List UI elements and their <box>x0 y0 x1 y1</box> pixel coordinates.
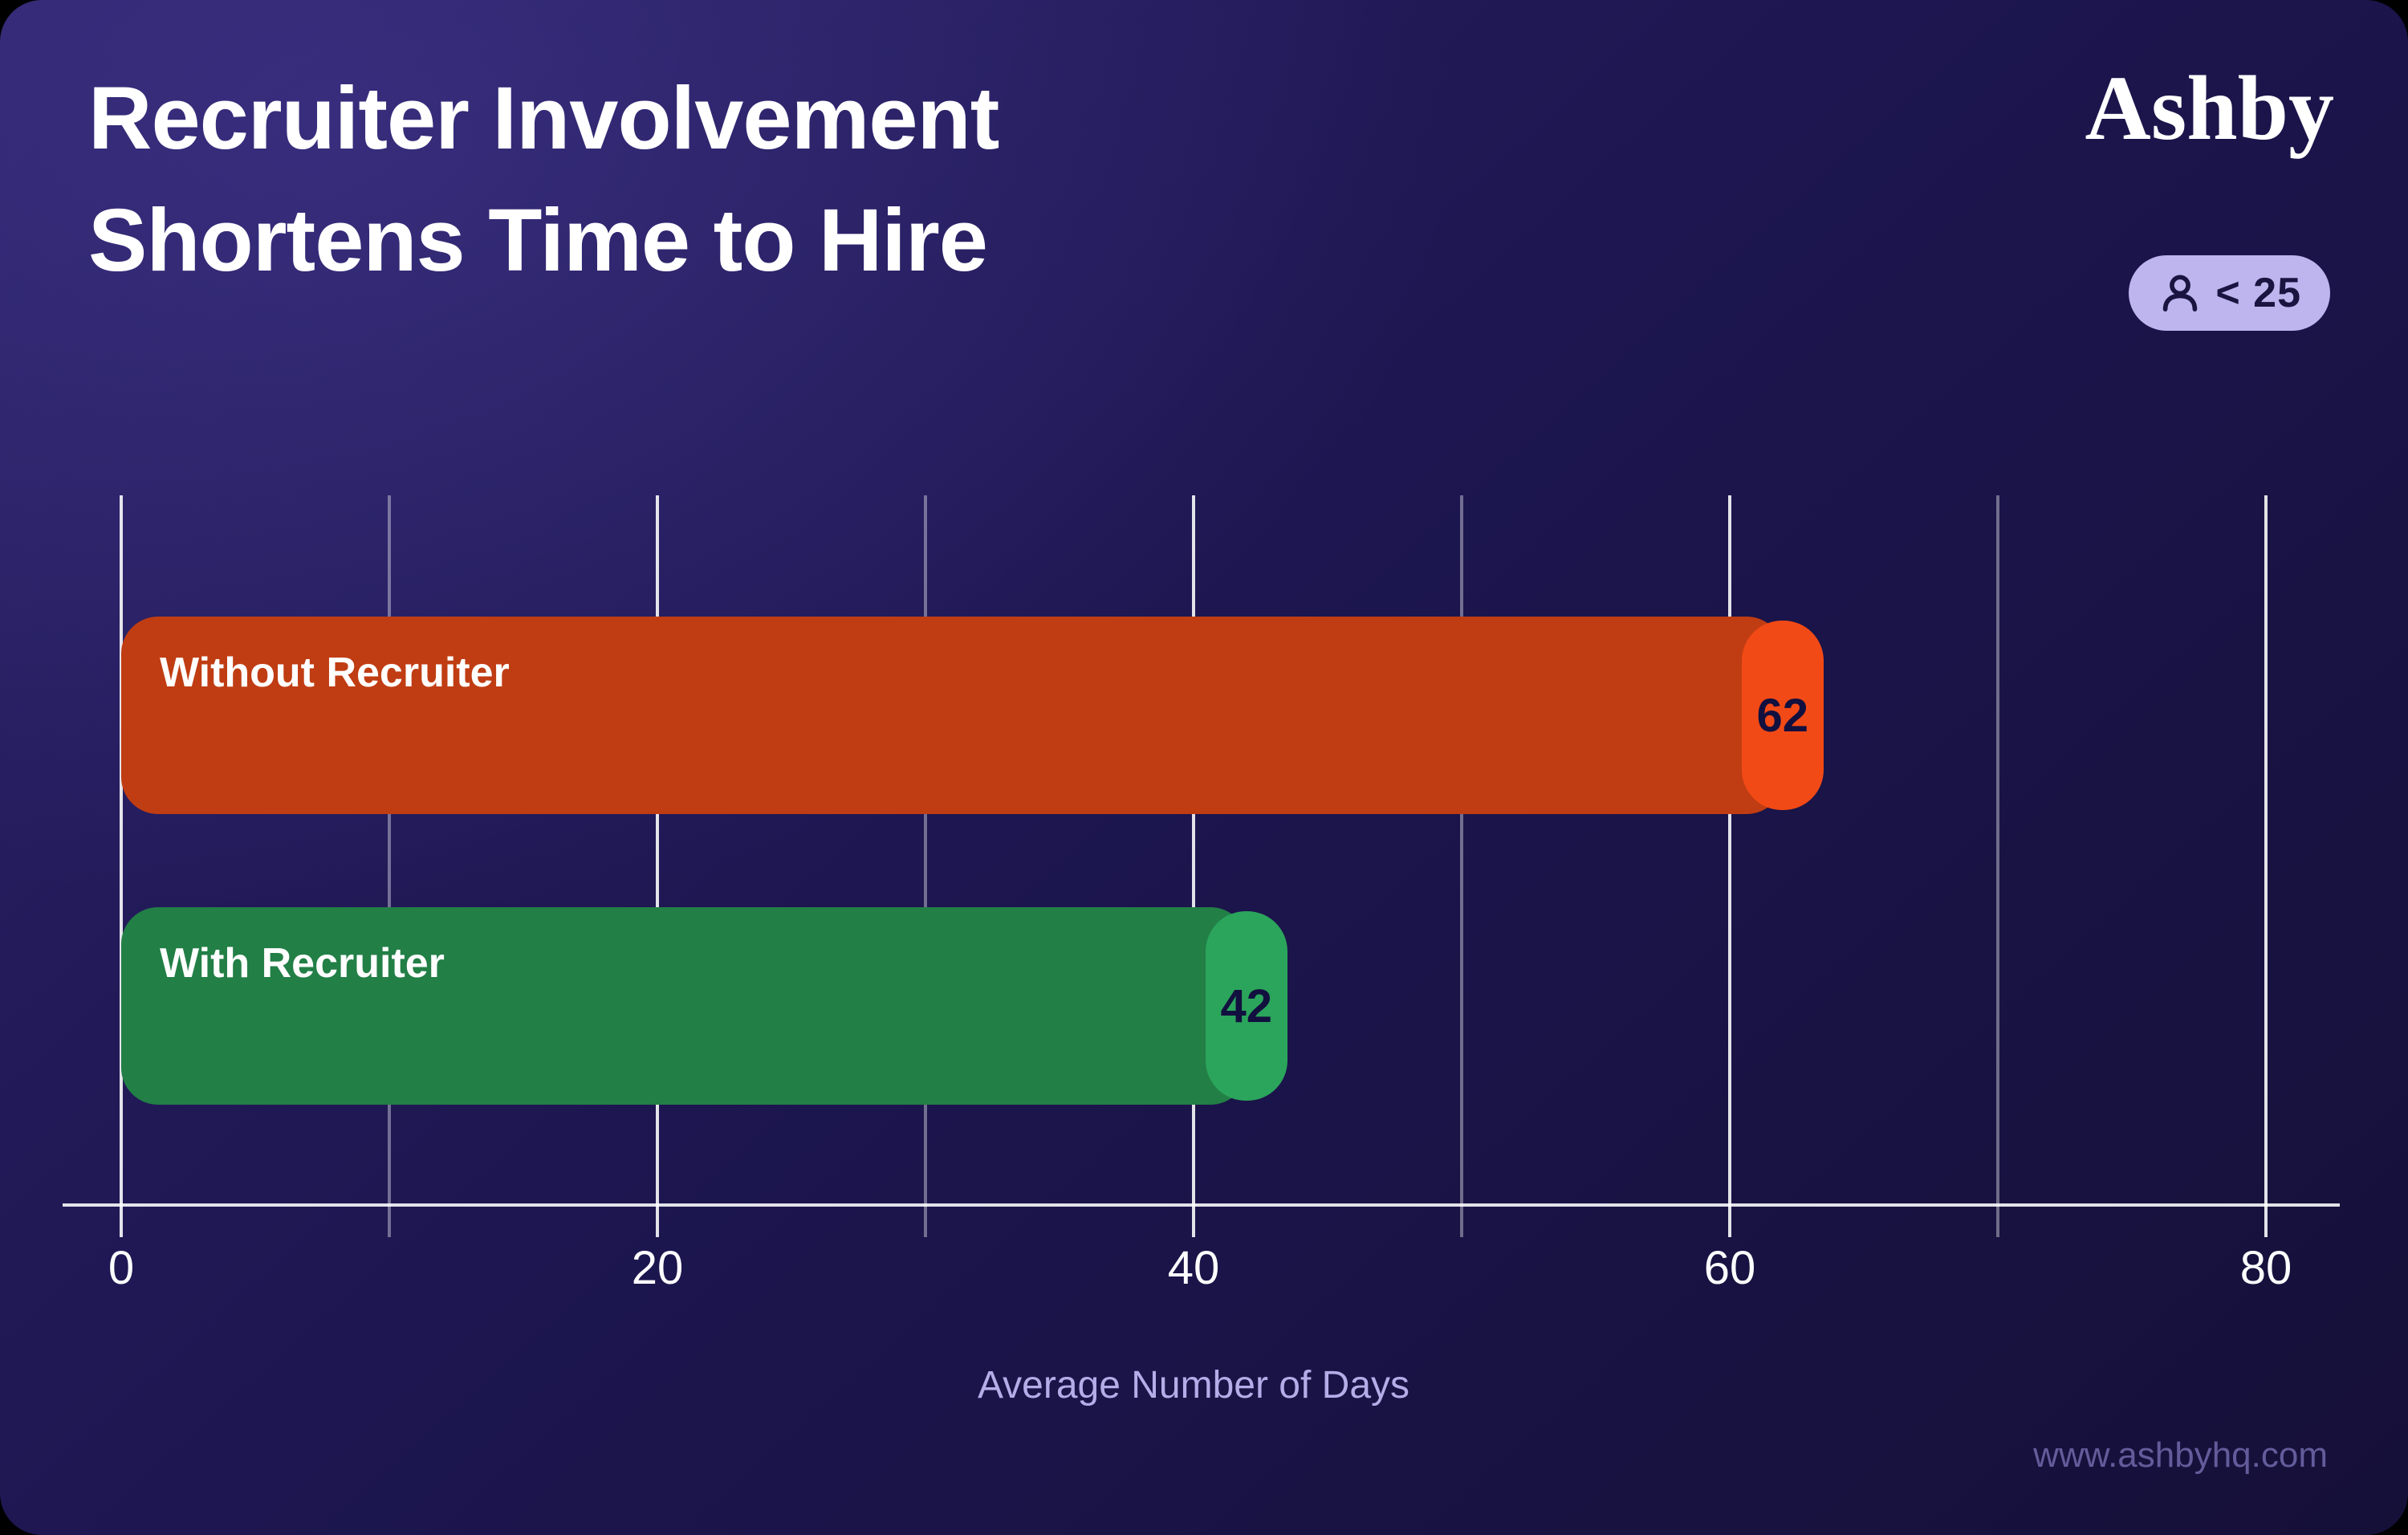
sample-size-badge: < 25 <box>2129 255 2330 331</box>
x-tick-label-80: 80 <box>2239 1242 2292 1294</box>
bar-value-pill: 42 <box>1205 911 1287 1101</box>
gridline-x-50 <box>1460 495 1463 1237</box>
gridline-x-80 <box>2264 495 2268 1237</box>
sample-size-label: < 25 <box>2215 270 2301 316</box>
x-tick-label-20: 20 <box>631 1242 684 1294</box>
gridline-x-10 <box>388 495 391 1237</box>
gridline-x-70 <box>1996 495 1999 1237</box>
x-tick-label-60: 60 <box>1703 1242 1756 1294</box>
bar-without-recruiter: Without Recruiter 62 <box>121 617 1824 814</box>
page-title-line2: Shortens Time to Hire <box>88 191 988 290</box>
page-title: Recruiter Involvement Shortens Time to Hi… <box>88 58 999 302</box>
ashby-logo: Ashby <box>2085 57 2335 159</box>
gridline-x-60 <box>1728 495 1731 1237</box>
bar-with-recruiter: With Recruiter 42 <box>121 907 1287 1105</box>
person-icon <box>2163 275 2198 311</box>
x-axis-title: Average Number of Days <box>977 1364 1410 1407</box>
gridline-x-30 <box>924 495 927 1237</box>
gridline-x-20 <box>656 495 659 1237</box>
gridline-x-40 <box>1192 495 1195 1237</box>
x-tick-label-0: 0 <box>108 1242 135 1294</box>
bar-label: With Recruiter <box>160 940 445 987</box>
bar-value-pill: 62 <box>1741 621 1824 810</box>
gridline-x-0 <box>120 495 123 1237</box>
footer-url: www.ashbyhq.com <box>2033 1435 2328 1475</box>
bar-label: Without Recruiter <box>160 649 510 696</box>
page-title-line1: Recruiter Involvement <box>88 69 999 168</box>
x-tick-label-40: 40 <box>1167 1242 1220 1294</box>
x-axis-line <box>63 1203 2340 1207</box>
